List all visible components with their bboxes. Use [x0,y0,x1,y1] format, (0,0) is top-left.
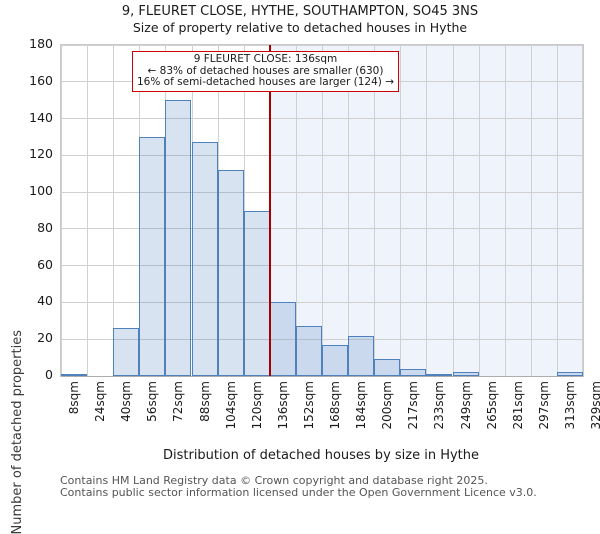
histogram-bar [165,100,192,376]
histogram-bar [295,326,322,376]
x-tick-label: 24sqm [93,381,108,422]
vertical-gridline [374,45,376,376]
histogram-bar [556,372,583,376]
x-tick-label: 297sqm [536,381,551,430]
vertical-gridline [87,45,89,376]
x-tick-label: 56sqm [145,381,160,422]
histogram-bar [139,136,166,376]
histogram-bar [217,170,244,376]
x-tick-label: 249sqm [458,381,473,430]
y-tick-label: 60 [37,256,53,272]
x-tick-label: 281sqm [510,381,525,430]
histogram-bar [426,374,453,377]
y-tick-label: 40 [37,293,53,309]
x-tick-label: 184sqm [354,381,369,430]
x-tick-label: 40sqm [119,381,134,422]
vertical-gridline [61,45,62,376]
histogram-bar [452,372,479,376]
x-tick-label: 152sqm [301,381,316,430]
x-tick-label: 120sqm [249,381,264,430]
y-tick-label: 160 [29,72,53,88]
x-tick-label: 88sqm [197,381,212,422]
y-axis-label: Number of detached properties [10,330,25,534]
x-axis-line [61,376,583,377]
histogram-bar [243,210,270,376]
plot-area [60,44,584,377]
property-size-marker-line [268,45,271,376]
x-tick-label: 217sqm [406,381,421,430]
vertical-gridline [400,45,402,376]
y-tick-label: 120 [29,146,53,162]
annotation-line-3: 16% of semi-detached houses are larger (… [137,76,394,88]
chart-subtitle: Size of property relative to detached ho… [132,20,468,35]
footer-line-1: Contains HM Land Registry data © Crown c… [60,474,488,487]
histogram-bar [191,142,218,376]
chart-title: 9, FLEURET CLOSE, HYTHE, SOUTHAMPTON, SO… [121,4,479,19]
y-tick-label: 180 [29,36,53,51]
annotation-line-2: ← 83% of detached houses are smaller (63… [147,64,384,77]
histogram-bar [113,328,140,376]
vertical-gridline [530,45,532,376]
histogram-bar [61,374,88,377]
histogram-bar [400,368,427,376]
vertical-gridline [582,45,583,376]
histogram-bar [374,359,401,376]
x-tick-label: 233sqm [432,381,447,430]
x-tick-label: 168sqm [328,381,342,430]
x-tick-label: 136sqm [275,381,290,430]
property-annotation-box: 9 FLEURET CLOSE: 136sqm ← 83% of detache… [132,51,399,92]
histogram-bar [322,344,349,376]
y-tick-label: 80 [37,219,53,235]
annotation-line-1: 9 FLEURET CLOSE: 136sqm [193,53,338,65]
footer-line-2: Contains public sector information licen… [60,485,537,499]
histogram-bar [348,335,375,376]
y-tick-label: 100 [29,183,53,199]
chart-header: 9, FLEURET CLOSE, HYTHE, SOUTHAMPTON, SO… [0,4,600,36]
x-tick-label: 200sqm [380,381,395,430]
histogram-bar [269,302,296,376]
vertical-gridline [322,45,323,376]
y-tick-label: 140 [29,109,53,125]
vertical-gridline [348,45,350,376]
x-tick-label: 72sqm [171,381,186,422]
vertical-gridline [113,45,115,376]
vertical-gridline [295,45,297,376]
x-axis-label: Distribution of detached houses by size … [162,448,480,463]
vertical-gridline [452,45,454,376]
y-tick-label: 0 [45,367,53,382]
vertical-gridline [478,45,480,376]
y-tick-label: 20 [37,330,53,346]
x-tick-label: 8sqm [67,381,81,415]
x-tick-label: 104sqm [223,381,238,430]
vertical-gridline [556,45,558,376]
attribution-footer: Contains HM Land Registry data © Crown c… [60,475,600,498]
x-tick-label: 313sqm [562,381,577,430]
vertical-gridline [426,45,428,376]
x-tick-label: 265sqm [484,381,499,430]
vertical-gridline [504,45,506,376]
x-tick-label: 329sqm [589,381,600,430]
